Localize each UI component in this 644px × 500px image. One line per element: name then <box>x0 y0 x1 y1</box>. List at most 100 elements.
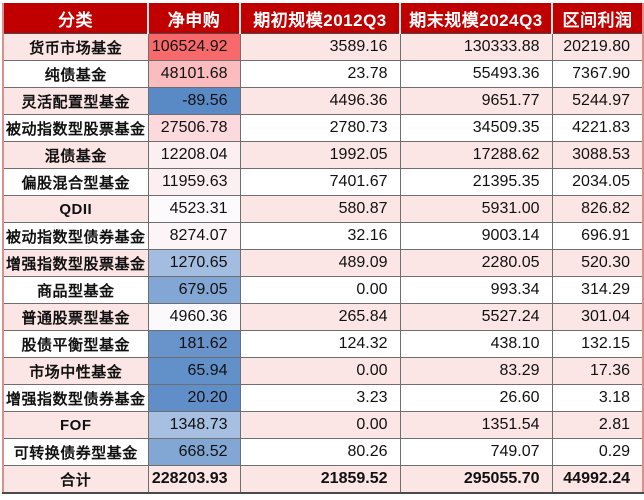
header-row: 分类 净申购 期初规模2012Q3 期末规模2024Q3 区间利润 <box>3 3 643 34</box>
category-cell: 市场中性基金 <box>2 357 149 385</box>
category-cell: FOF <box>2 411 149 439</box>
table-row: QDII 4523.31 580.87 5931.00 826.82 <box>2 195 644 223</box>
col-header-category: 分类 <box>3 3 148 34</box>
table-row: 混债基金 12208.04 1992.05 17288.62 3088.53 <box>2 141 644 169</box>
category-cell: 可转换债券型基金 <box>2 438 149 466</box>
col-header-initial-scale: 期初规模2012Q3 <box>239 3 400 34</box>
profit-cell: 0.29 <box>551 438 644 466</box>
profit-cell: 3.18 <box>551 384 644 412</box>
category-cell: 增强指数型股票基金 <box>2 249 149 277</box>
category-cell: 货币市场基金 <box>2 33 149 61</box>
total-row: 合计 228203.93 21859.52 295055.70 44992.24 <box>2 465 644 494</box>
net-purchase-cell: 1348.73 <box>147 411 241 439</box>
category-cell: 增强指数型债券基金 <box>2 384 149 412</box>
final-scale-cell: 83.29 <box>399 357 553 385</box>
net-purchase-cell: 228203.93 <box>147 465 241 494</box>
initial-scale-cell: 0.00 <box>239 276 401 304</box>
initial-scale-cell: 1992.05 <box>239 141 401 169</box>
profit-cell: 2034.05 <box>551 168 644 196</box>
fund-flow-table: 分类 净申购 期初规模2012Q3 期末规模2024Q3 区间利润 货币市场基金… <box>2 3 644 494</box>
col-header-net-purchase: 净申购 <box>147 3 240 34</box>
profit-cell: 3088.53 <box>551 141 644 169</box>
table-row: 灵活配置型基金 -89.56 4496.36 9651.77 5244.97 <box>2 87 644 115</box>
net-purchase-cell: 65.94 <box>147 357 241 385</box>
category-cell: 商品型基金 <box>2 276 149 304</box>
net-purchase-cell: -89.56 <box>147 87 241 115</box>
final-scale-cell: 1351.54 <box>399 411 553 439</box>
initial-scale-cell: 21859.52 <box>239 465 401 494</box>
final-scale-cell: 130333.88 <box>399 33 553 61</box>
table-row: 增强指数型股票基金 1270.65 489.09 2280.05 520.30 <box>2 249 644 277</box>
col-header-final-scale: 期末规模2024Q3 <box>399 3 552 34</box>
initial-scale-cell: 489.09 <box>239 249 401 277</box>
category-cell: 灵活配置型基金 <box>2 87 149 115</box>
profit-cell: 5244.97 <box>551 87 644 115</box>
table-row: 普通股票型基金 4960.36 265.84 5527.24 301.04 <box>2 303 644 331</box>
initial-scale-cell: 2780.73 <box>239 114 401 142</box>
net-purchase-cell: 20.20 <box>147 384 241 412</box>
final-scale-cell: 17288.62 <box>399 141 553 169</box>
category-cell: QDII <box>2 195 149 223</box>
final-scale-cell: 5931.00 <box>399 195 553 223</box>
final-scale-cell: 21395.35 <box>399 168 553 196</box>
table-row: 偏股混合型基金 11959.63 7401.67 21395.35 2034.05 <box>2 168 644 196</box>
initial-scale-cell: 265.84 <box>239 303 401 331</box>
net-purchase-cell: 4523.31 <box>147 195 241 223</box>
final-scale-cell: 438.10 <box>399 330 553 358</box>
net-purchase-cell: 679.05 <box>147 276 241 304</box>
net-purchase-cell: 27506.78 <box>147 114 241 142</box>
profit-cell: 301.04 <box>551 303 644 331</box>
net-purchase-cell: 11959.63 <box>147 168 241 196</box>
initial-scale-cell: 580.87 <box>239 195 401 223</box>
col-header-profit: 区间利润 <box>551 3 643 34</box>
initial-scale-cell: 4496.36 <box>239 87 401 115</box>
category-cell: 纯债基金 <box>2 60 149 88</box>
category-cell: 普通股票型基金 <box>2 303 149 331</box>
initial-scale-cell: 0.00 <box>239 411 401 439</box>
table-body: 货币市场基金 106524.92 3589.16 130333.88 20219.80 纯… <box>2 33 644 494</box>
profit-cell: 314.29 <box>551 276 644 304</box>
profit-cell: 44992.24 <box>551 465 644 494</box>
table-header: 分类 净申购 期初规模2012Q3 期末规模2024Q3 区间利润 <box>3 3 643 34</box>
profit-cell: 7367.90 <box>551 60 644 88</box>
category-cell: 混债基金 <box>2 141 149 169</box>
net-purchase-cell: 106524.92 <box>147 33 241 61</box>
final-scale-cell: 749.07 <box>399 438 553 466</box>
final-scale-cell: 55493.36 <box>399 60 553 88</box>
initial-scale-cell: 3.23 <box>239 384 401 412</box>
table-row: 增强指数型债券基金 20.20 3.23 26.60 3.18 <box>2 384 644 412</box>
table-row: 商品型基金 679.05 0.00 993.34 314.29 <box>2 276 644 304</box>
initial-scale-cell: 124.32 <box>239 330 401 358</box>
profit-cell: 826.82 <box>551 195 644 223</box>
final-scale-cell: 5527.24 <box>399 303 553 331</box>
profit-cell: 2.81 <box>551 411 644 439</box>
profit-cell: 520.30 <box>551 249 644 277</box>
initial-scale-cell: 80.26 <box>239 438 401 466</box>
net-purchase-cell: 181.62 <box>147 330 241 358</box>
profit-cell: 17.36 <box>551 357 644 385</box>
category-cell: 合计 <box>2 465 149 494</box>
category-cell: 被动指数型股票基金 <box>2 114 149 142</box>
final-scale-cell: 2280.05 <box>399 249 553 277</box>
final-scale-cell: 26.60 <box>399 384 553 412</box>
table-row: 可转换债券型基金 668.52 80.26 749.07 0.29 <box>2 438 644 466</box>
table-row: 市场中性基金 65.94 0.00 83.29 17.36 <box>2 357 644 385</box>
category-cell: 偏股混合型基金 <box>2 168 149 196</box>
net-purchase-cell: 48101.68 <box>147 60 241 88</box>
profit-cell: 132.15 <box>551 330 644 358</box>
initial-scale-cell: 3589.16 <box>239 33 401 61</box>
table-row: 被动指数型股票基金 27506.78 2780.73 34509.35 4221.83 <box>2 114 644 142</box>
final-scale-cell: 9651.77 <box>399 87 553 115</box>
initial-scale-cell: 0.00 <box>239 357 401 385</box>
initial-scale-cell: 23.78 <box>239 60 401 88</box>
table-row: 货币市场基金 106524.92 3589.16 130333.88 20219.80 <box>2 33 644 61</box>
initial-scale-cell: 32.16 <box>239 222 401 250</box>
net-purchase-cell: 1270.65 <box>147 249 241 277</box>
category-cell: 股债平衡型基金 <box>2 330 149 358</box>
final-scale-cell: 9003.14 <box>399 222 553 250</box>
final-scale-cell: 295055.70 <box>399 465 553 494</box>
table-row: 股债平衡型基金 181.62 124.32 438.10 132.15 <box>2 330 644 358</box>
net-purchase-cell: 8274.07 <box>147 222 241 250</box>
category-cell: 被动指数型债券基金 <box>2 222 149 250</box>
table-row: 被动指数型债券基金 8274.07 32.16 9003.14 696.91 <box>2 222 644 250</box>
